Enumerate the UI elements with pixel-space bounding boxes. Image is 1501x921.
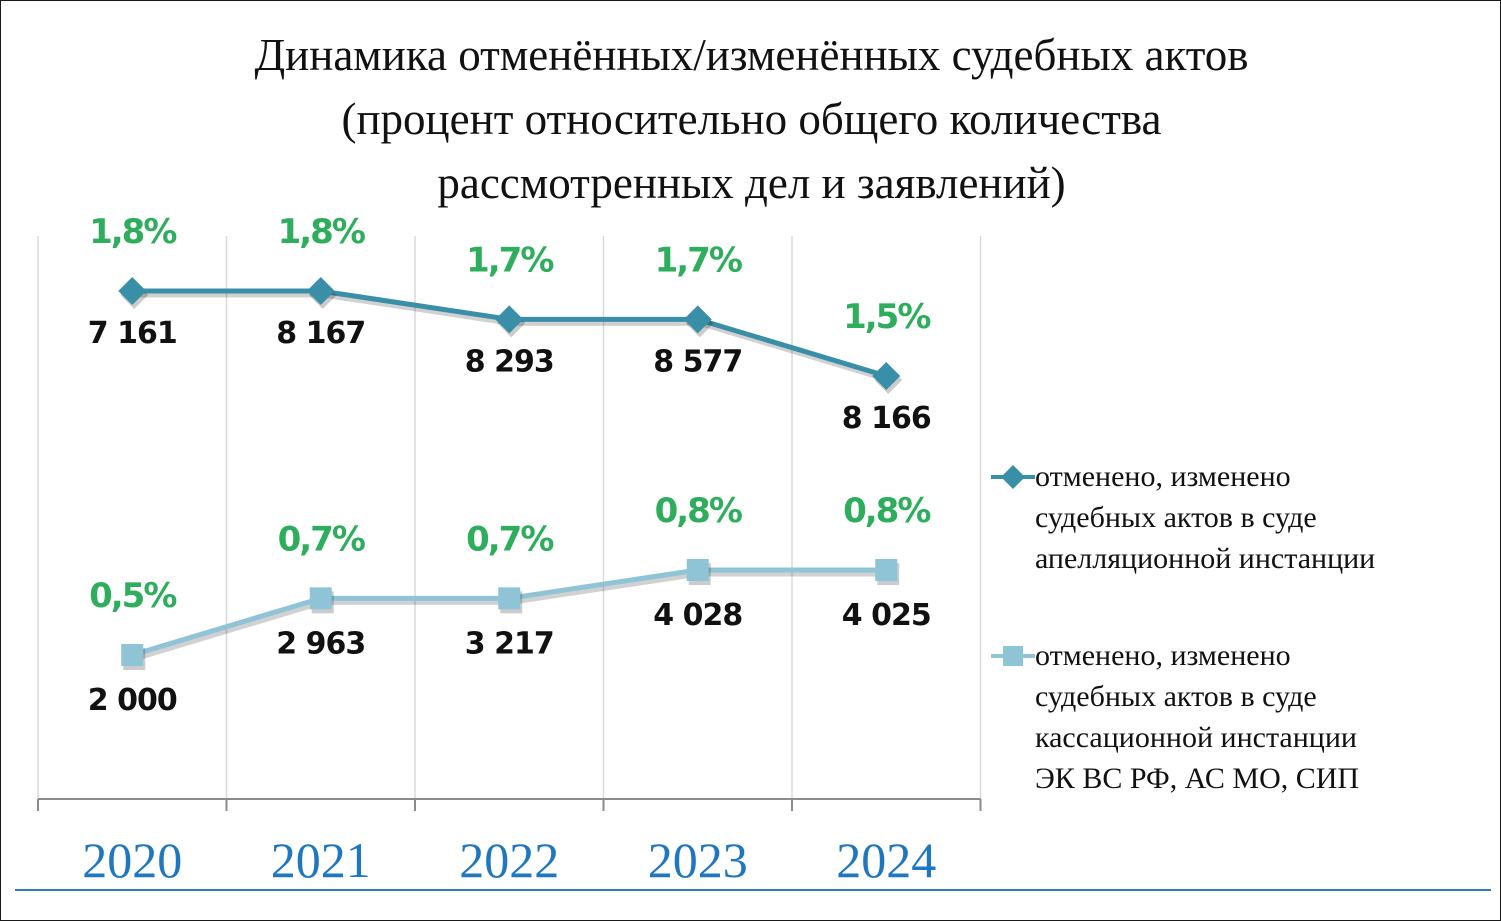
- value-label: 7 161: [88, 316, 177, 351]
- square-marker-icon: [991, 646, 1035, 666]
- legend-cassation-line-2: судебных актов в суде: [1035, 680, 1317, 713]
- year-label: 2023: [648, 832, 748, 888]
- diamond-marker: [872, 362, 901, 390]
- diamond-marker-icon: [991, 465, 1035, 489]
- value-label: 3 217: [465, 626, 554, 661]
- legend-cassation-line-4: ЭК ВС РФ, АС МО, СИП: [1035, 762, 1360, 795]
- x-axis: [37, 798, 982, 811]
- year-label: 2022: [459, 832, 559, 888]
- square-marker: [121, 644, 144, 666]
- value-label: 8 577: [653, 344, 742, 379]
- percent-label: 0,5%: [89, 576, 176, 616]
- percent-label: 1,7%: [466, 240, 553, 280]
- title-line-1: Динамика отменённых/изменённых судебных …: [254, 30, 1249, 80]
- percent-label: 1,5%: [843, 297, 930, 337]
- percent-label: 0,7%: [466, 519, 553, 559]
- grid-lines: [37, 236, 982, 799]
- square-marker: [498, 587, 521, 610]
- value-label: 4 025: [842, 598, 931, 633]
- diamond-marker: [118, 277, 147, 305]
- legend-appeal-line-1: отменено, изменено: [1035, 460, 1291, 493]
- year-label: 2024: [836, 832, 936, 888]
- percent-label: 0,8%: [655, 491, 742, 531]
- value-label: 2 000: [88, 683, 177, 718]
- chart-title: Динамика отменённых/изменённых судебных …: [1, 23, 1500, 215]
- series-markers: [118, 277, 903, 670]
- percent-label: 1,8%: [89, 212, 176, 252]
- value-label: 8 167: [276, 316, 365, 351]
- legend-cassation-line-3: кассационной инстанции: [1035, 721, 1357, 754]
- value-label: 4 028: [653, 598, 742, 633]
- legend-appeal-line-2: судебных актов в суде: [1035, 501, 1317, 534]
- square-marker: [309, 587, 332, 610]
- legend-appeal-line-3: апелляционной инстанции: [1035, 542, 1376, 575]
- percent-label: 1,8%: [278, 212, 365, 252]
- diamond-marker: [306, 277, 335, 305]
- legend-cassation-line-1: отменено, изменено: [1035, 639, 1291, 672]
- diamond-marker: [495, 305, 524, 334]
- percent-label: 1,7%: [655, 240, 742, 280]
- value-label: 2 963: [276, 626, 365, 661]
- title-line-2: (процент относительно общего количества: [341, 94, 1162, 144]
- square-marker: [875, 559, 898, 581]
- diamond-marker: [683, 305, 712, 334]
- percent-label: 0,8%: [843, 491, 930, 531]
- legend-item-cassation: отменено, изменено судебных актов в суде…: [991, 635, 1491, 799]
- data-labels: 1,8% 7 161 1,8% 8 167 1,7% 8 293 1,7% 8 577 1,5%…: [88, 212, 933, 718]
- year-labels: 2020 2021 2022 2023 2024: [82, 832, 936, 888]
- year-label: 2021: [271, 832, 371, 888]
- value-label: 8 166: [842, 401, 931, 436]
- percent-label: 0,7%: [278, 519, 365, 559]
- title-line-3: рассмотренных дел и заявлений): [437, 158, 1066, 208]
- legend-item-appeal: отменено, изменено судебных актов в суде…: [991, 456, 1491, 579]
- year-label: 2020: [82, 832, 182, 888]
- square-marker: [686, 559, 709, 581]
- value-label: 8 293: [465, 344, 554, 379]
- legend: отменено, изменено судебных актов в суде…: [991, 456, 1491, 799]
